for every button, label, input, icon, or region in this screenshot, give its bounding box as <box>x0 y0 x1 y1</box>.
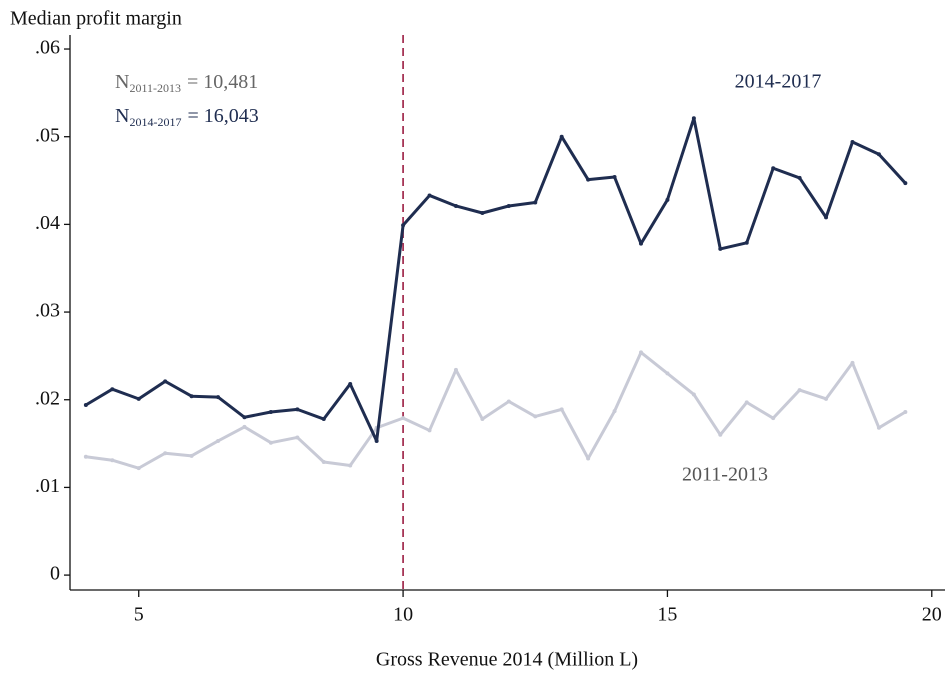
series-point <box>242 424 247 429</box>
annotation: N2014-2017 = 16,043 <box>115 105 259 129</box>
series-point <box>453 203 458 208</box>
series-point <box>718 432 723 437</box>
series-point <box>480 210 485 215</box>
series-point <box>83 454 88 459</box>
annotation-subscript: 2014-2017 <box>129 115 181 129</box>
series-point <box>876 152 881 157</box>
series-point <box>110 387 115 392</box>
series-point <box>163 451 168 456</box>
annotation-prefix: N <box>115 71 129 93</box>
series-point <box>83 403 88 407</box>
series-point <box>321 417 326 422</box>
series-point <box>295 435 300 440</box>
annotation-text: = 10,481 <box>187 71 258 93</box>
series-point <box>850 360 855 365</box>
series-point <box>268 440 273 445</box>
series-point <box>586 177 591 182</box>
series-point <box>718 246 723 251</box>
x-tick-label: 10 <box>393 604 413 626</box>
series-point <box>850 139 855 144</box>
x-tick-label: 5 <box>134 604 144 626</box>
series-point <box>480 417 485 422</box>
annotation: N2011-2013 = 10,481 <box>115 71 258 95</box>
series-point <box>401 416 406 421</box>
annotation-subscript: 2011-2013 <box>129 81 181 95</box>
x-tick-label: 15 <box>657 604 677 626</box>
y-tick-label: 0 <box>50 563 60 585</box>
series-point <box>136 466 141 471</box>
series-point <box>771 416 776 421</box>
series-point <box>453 367 458 372</box>
series-point <box>295 407 300 412</box>
series-point <box>401 223 406 228</box>
series-point <box>559 134 564 139</box>
series-point <box>559 407 564 412</box>
series-point <box>744 240 749 245</box>
series-point <box>824 215 829 220</box>
y-tick-label: .01 <box>35 475 60 497</box>
series-point <box>638 350 643 355</box>
series-point <box>427 428 432 433</box>
series-point <box>268 410 273 415</box>
series-line <box>85 116 907 443</box>
x-axis-label: Gross Revenue 2014 (Million L) <box>376 649 638 671</box>
y-tick-label: .05 <box>35 124 60 146</box>
series-point <box>216 438 221 443</box>
series-point <box>533 414 538 419</box>
series-point <box>612 175 617 180</box>
series-label: 2014-2017 <box>735 71 822 93</box>
series-point <box>189 394 194 399</box>
y-tick-label: .06 <box>35 37 60 59</box>
series-label: 2011-2013 <box>682 464 768 486</box>
series-point <box>242 415 247 420</box>
annotation-prefix: N <box>115 105 129 127</box>
series-point <box>691 392 696 397</box>
series-point <box>771 166 776 171</box>
series-point <box>136 396 141 401</box>
series-point <box>586 456 591 461</box>
series-point <box>903 181 908 186</box>
annotation-text: = 16,043 <box>187 105 258 127</box>
series-point <box>427 193 432 198</box>
series-point <box>321 459 326 464</box>
series-point <box>348 381 353 386</box>
series-point <box>110 458 115 463</box>
x-tick-label: 20 <box>922 604 942 626</box>
series-point <box>506 399 511 404</box>
series-point <box>824 396 829 401</box>
series-point <box>797 175 802 180</box>
series-line <box>85 350 907 470</box>
series-point <box>189 453 194 458</box>
y-tick-label: .03 <box>35 300 60 322</box>
series-point <box>638 241 643 246</box>
chart-title: Median profit margin <box>10 8 182 30</box>
series-point <box>216 395 221 400</box>
series-point <box>163 379 168 384</box>
series-point <box>665 371 670 376</box>
series-point <box>506 203 511 208</box>
series-point <box>876 425 881 430</box>
series-point <box>797 388 802 393</box>
series-point <box>612 409 617 414</box>
series-point <box>691 116 696 121</box>
series-point <box>533 200 538 205</box>
series-point <box>665 197 670 202</box>
y-tick-label: .02 <box>35 387 60 409</box>
series-point <box>348 463 353 468</box>
y-tick-label: .04 <box>35 212 60 234</box>
series-point <box>903 410 908 415</box>
series-point <box>374 438 379 443</box>
series-point <box>744 400 749 405</box>
